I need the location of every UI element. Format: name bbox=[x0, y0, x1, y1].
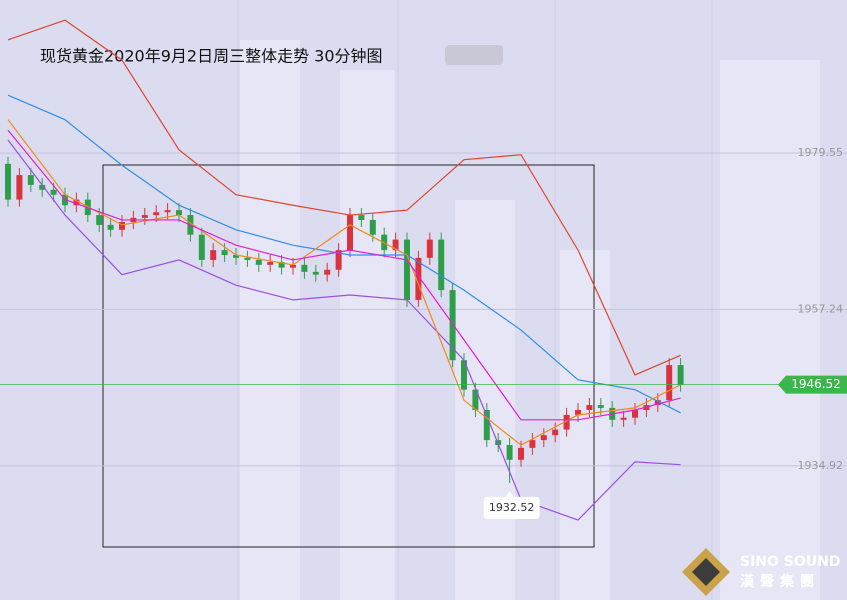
candle-body bbox=[290, 264, 296, 268]
candle-body bbox=[563, 414, 570, 430]
candle-body bbox=[392, 239, 399, 251]
candle-body bbox=[96, 215, 103, 225]
candle-body bbox=[404, 239, 410, 300]
candle-body bbox=[540, 435, 547, 441]
annotation-label: 1932.52 bbox=[489, 501, 535, 514]
candle-body bbox=[472, 389, 479, 410]
candle-body bbox=[461, 360, 467, 390]
chart-title: 现货黄金2020年9月2日周三整体走势 30分钟图 bbox=[40, 47, 383, 66]
candle-body bbox=[358, 215, 365, 220]
indicator-line bbox=[7, 19, 681, 376]
candle-body bbox=[255, 259, 262, 265]
candle-body bbox=[312, 271, 319, 275]
y-tick-label: 1957.24 bbox=[798, 302, 844, 315]
logo-icon bbox=[692, 558, 720, 586]
candle-body bbox=[529, 440, 536, 448]
annotation-box bbox=[483, 496, 540, 519]
candle-body bbox=[107, 224, 114, 230]
candle-body bbox=[278, 262, 285, 268]
candle-body bbox=[301, 264, 308, 272]
candle-body bbox=[654, 400, 661, 406]
candle-body bbox=[369, 219, 376, 235]
candle-body bbox=[73, 199, 80, 206]
candle-body bbox=[677, 365, 684, 385]
logo-text: 漢聲集團 bbox=[740, 573, 820, 590]
candle-body bbox=[39, 184, 46, 190]
candle-body bbox=[244, 257, 251, 260]
candle-body bbox=[210, 250, 217, 260]
candle-body bbox=[335, 250, 342, 270]
candle-body bbox=[552, 429, 559, 436]
vertical-grid bbox=[237, 0, 713, 600]
candle-body bbox=[518, 447, 524, 460]
candle-body bbox=[483, 409, 490, 441]
candle-body bbox=[597, 405, 604, 408]
candle-body bbox=[153, 212, 160, 216]
candle-body bbox=[164, 210, 171, 213]
indicator-line bbox=[7, 119, 681, 446]
candle-body bbox=[449, 290, 456, 361]
last-price-label: 1946.52 bbox=[791, 377, 841, 391]
candle-body bbox=[426, 239, 433, 258]
candle-body bbox=[141, 215, 148, 218]
candle-body bbox=[27, 175, 34, 185]
candle-body bbox=[233, 255, 239, 258]
candle-body bbox=[267, 262, 274, 265]
candle-body bbox=[324, 269, 331, 275]
annotation-pointer bbox=[505, 490, 514, 497]
indicator-line bbox=[7, 94, 681, 414]
candle-body bbox=[198, 234, 205, 260]
candle-body bbox=[666, 365, 673, 401]
candle-body bbox=[506, 445, 513, 460]
candle-body bbox=[586, 405, 593, 410]
y-tick-label: 1979.55 bbox=[798, 146, 844, 159]
candle-body bbox=[575, 409, 581, 415]
candle-body bbox=[50, 189, 57, 195]
candle-body bbox=[221, 250, 228, 256]
background-buildings bbox=[240, 40, 820, 600]
candle-body bbox=[415, 257, 422, 300]
logo-text: SINO SOUND bbox=[740, 554, 840, 570]
candle-body bbox=[176, 210, 182, 216]
candle-body bbox=[620, 417, 627, 420]
candle-body bbox=[5, 163, 11, 200]
candle-body bbox=[347, 215, 353, 251]
logo: SINO SOUND 漢聲集團 bbox=[682, 548, 840, 596]
candle-body bbox=[119, 222, 125, 230]
y-tick-label: 1934.92 bbox=[798, 459, 844, 472]
indicator-line bbox=[7, 129, 681, 421]
candle-body bbox=[438, 239, 445, 291]
last-price-tag bbox=[778, 375, 847, 394]
candle-body bbox=[632, 409, 638, 418]
redacted bbox=[445, 45, 503, 65]
highlight-box bbox=[102, 164, 595, 548]
indicator-line bbox=[7, 139, 681, 521]
candle-body bbox=[16, 175, 23, 200]
